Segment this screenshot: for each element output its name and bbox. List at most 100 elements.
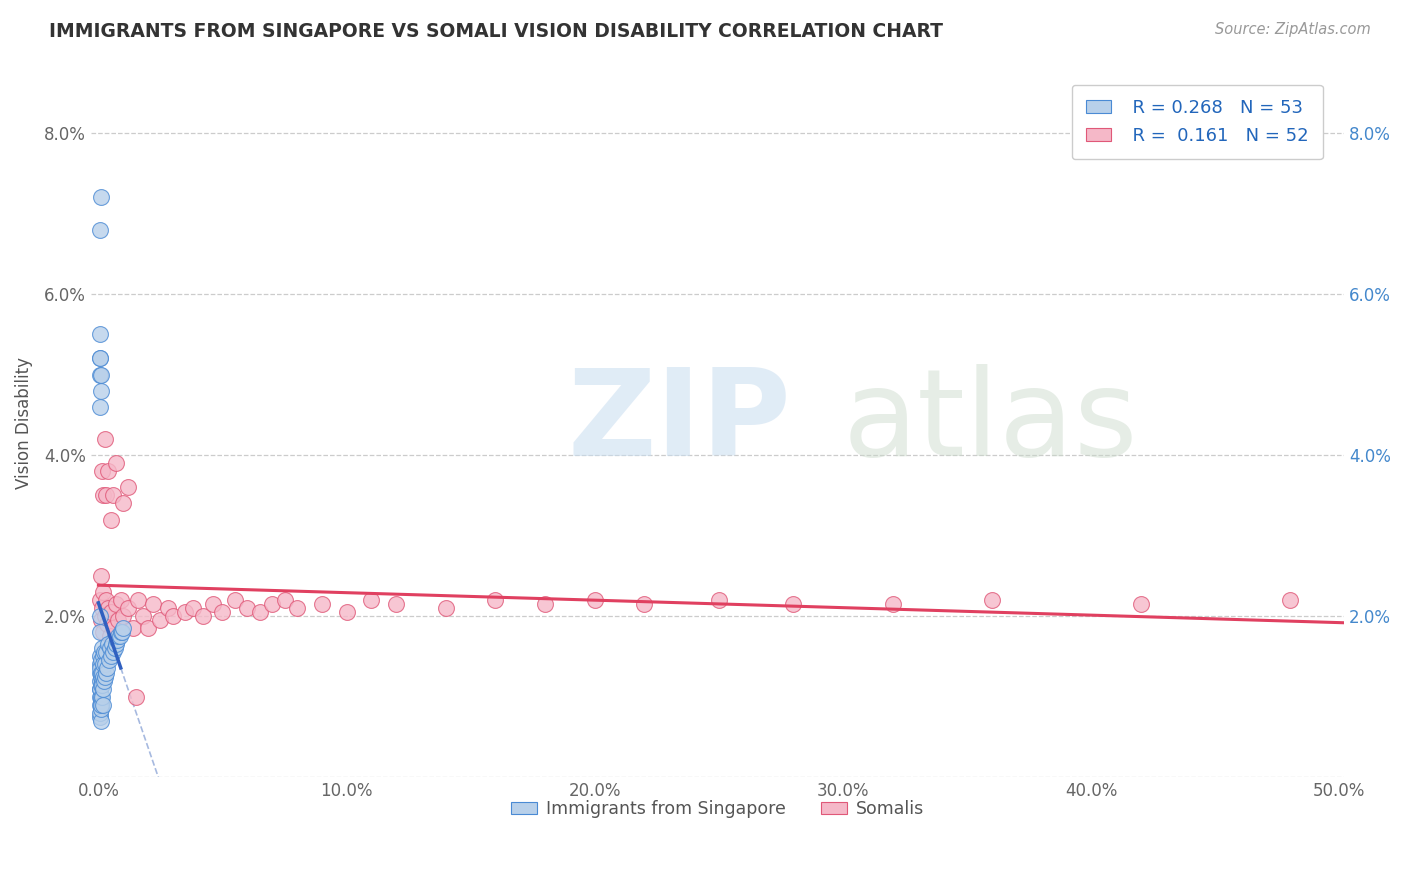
Point [249, 605, 271, 619]
Point [94, 657, 117, 672]
Point [90, 669, 112, 683]
Point [90, 665, 112, 680]
Point [90, 190, 112, 204]
Point [211, 605, 233, 619]
Point [201, 597, 224, 611]
Point [89, 351, 111, 366]
Point [262, 597, 284, 611]
Point [98, 629, 121, 643]
Point [224, 593, 246, 607]
Point [91, 690, 114, 704]
Point [91, 585, 114, 599]
Point [385, 597, 408, 611]
Point [112, 496, 135, 510]
Point [90, 677, 112, 691]
Point [90, 673, 112, 688]
Point [360, 593, 382, 607]
Point [162, 609, 184, 624]
Point [112, 609, 135, 624]
Point [484, 593, 506, 607]
Point [91, 601, 114, 615]
Point [583, 593, 606, 607]
Point [89, 657, 111, 672]
Point [90, 641, 112, 656]
Point [89, 661, 111, 675]
Point [96, 617, 118, 632]
Point [104, 637, 127, 651]
Point [94, 665, 117, 680]
Point [104, 456, 127, 470]
Point [149, 613, 172, 627]
Point [97, 637, 120, 651]
Point [1278, 593, 1301, 607]
Point [90, 368, 112, 382]
Point [91, 698, 114, 712]
Point [93, 609, 115, 624]
Point [89, 609, 111, 624]
Point [89, 222, 111, 236]
Point [90, 384, 112, 398]
Text: Source: ZipAtlas.com: Source: ZipAtlas.com [1215, 22, 1371, 37]
Point [111, 625, 134, 640]
Point [633, 597, 655, 611]
Text: atlas: atlas [842, 364, 1139, 482]
Point [107, 613, 129, 627]
Point [90, 714, 112, 728]
Point [117, 480, 139, 494]
Point [89, 710, 111, 724]
Point [132, 609, 155, 624]
Point [98, 641, 121, 656]
Legend: Immigrants from Singapore, Somalis: Immigrants from Singapore, Somalis [505, 793, 931, 825]
Point [97, 601, 120, 615]
Point [93, 625, 115, 640]
Point [94, 593, 117, 607]
Point [90, 690, 112, 704]
Point [89, 327, 111, 342]
Point [89, 351, 111, 366]
Point [93, 645, 115, 659]
Point [91, 649, 114, 664]
Point [103, 641, 125, 656]
Point [103, 488, 125, 502]
Point [110, 593, 132, 607]
Point [93, 488, 115, 502]
Point [93, 432, 115, 446]
Point [980, 593, 1002, 607]
Point [104, 597, 127, 611]
Point [93, 657, 115, 672]
Point [105, 633, 128, 648]
Y-axis label: Vision Disability: Vision Disability [15, 357, 32, 489]
Point [90, 694, 112, 708]
Point [434, 601, 457, 615]
Point [93, 673, 115, 688]
Point [782, 597, 804, 611]
Text: ZIP: ZIP [567, 364, 792, 482]
Point [103, 645, 125, 659]
Point [90, 569, 112, 583]
Point [191, 609, 214, 624]
Point [97, 653, 120, 667]
Point [103, 621, 125, 635]
Point [96, 661, 118, 675]
Point [285, 601, 308, 615]
Point [96, 645, 118, 659]
Point [90, 613, 112, 627]
Point [1129, 597, 1152, 611]
Point [101, 637, 124, 651]
Point [89, 665, 111, 680]
Point [90, 698, 112, 712]
Point [89, 706, 111, 720]
Point [89, 400, 111, 414]
Point [90, 653, 112, 667]
Point [89, 625, 111, 640]
Point [181, 601, 204, 615]
Point [90, 702, 112, 716]
Point [91, 464, 114, 478]
Point [117, 601, 139, 615]
Point [127, 593, 149, 607]
Point [112, 621, 135, 635]
Point [335, 605, 357, 619]
Point [93, 669, 115, 683]
Text: IMMIGRANTS FROM SINGAPORE VS SOMALI VISION DISABILITY CORRELATION CHART: IMMIGRANTS FROM SINGAPORE VS SOMALI VISI… [49, 22, 943, 41]
Point [100, 512, 122, 526]
